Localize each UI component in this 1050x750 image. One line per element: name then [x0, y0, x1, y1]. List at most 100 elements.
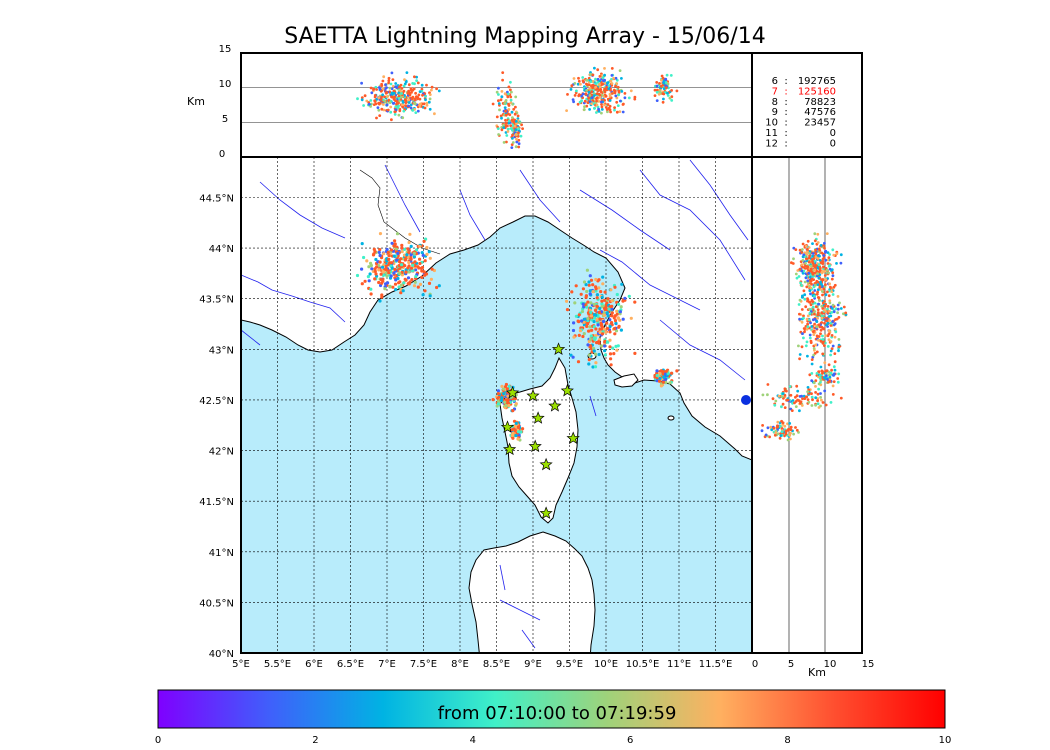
flash-point-altitude [592, 94, 596, 98]
flash-point-altitude [612, 76, 615, 80]
station-star [539, 457, 553, 471]
flash-point-altitude [389, 110, 393, 114]
flash-point-side [832, 310, 836, 314]
flash-point [407, 270, 411, 274]
colorbar-tick-label: 4 [470, 735, 476, 746]
flash-point-altitude [512, 120, 516, 124]
flash-point-side [810, 395, 814, 399]
flash-point [623, 296, 627, 300]
flash-point-side [819, 328, 823, 332]
flash-point-altitude [585, 104, 589, 108]
flash-point-altitude [381, 79, 385, 83]
flash-point [577, 333, 581, 337]
flash-point-side [823, 241, 826, 245]
side-tick-5: 5 [788, 659, 794, 670]
flash-point [379, 278, 383, 282]
flash-point-side [839, 307, 843, 310]
flash-point [576, 360, 581, 364]
flash-point [633, 351, 637, 355]
flash-point [658, 376, 662, 380]
flash-point-side [812, 381, 816, 385]
flash-point-side [818, 299, 821, 302]
flash-point-altitude [407, 101, 411, 104]
flash-point-altitude [597, 100, 601, 103]
flash-point [409, 253, 413, 257]
flash-point [408, 280, 412, 284]
flash-point-side [825, 374, 828, 378]
flash-point-side [800, 284, 803, 287]
flash-point-altitude [385, 103, 389, 107]
flash-point-altitude [415, 75, 418, 79]
flash-point-side [794, 400, 798, 403]
flash-point-side [802, 394, 806, 398]
flash-point-altitude [509, 124, 513, 127]
flash-point-altitude [511, 102, 515, 106]
flash-point-side [798, 357, 801, 361]
flash-point [612, 316, 616, 320]
flash-point-altitude [383, 95, 386, 99]
flash-point-altitude [373, 99, 377, 102]
flash-point [379, 272, 383, 276]
flash-point-altitude [572, 100, 575, 104]
flash-point [395, 232, 400, 236]
flash-point [394, 278, 398, 282]
flash-point-side [828, 375, 832, 379]
flash-point [363, 279, 367, 283]
flash-point [653, 373, 657, 378]
flash-point [612, 352, 616, 356]
flash-point-side [801, 397, 804, 401]
flash-point-side [816, 335, 819, 338]
flash-point [387, 254, 391, 258]
flash-point-altitude [379, 89, 383, 93]
station-count-sep: : [784, 76, 787, 87]
flash-point-altitude [582, 108, 586, 111]
flash-point [619, 328, 624, 332]
flash-point [610, 314, 614, 318]
flash-point-side [831, 271, 835, 275]
flash-point [582, 323, 587, 327]
flash-point [617, 324, 621, 328]
flash-point-altitude [424, 94, 427, 98]
flash-point [616, 316, 620, 320]
flash-point-side [831, 303, 835, 307]
flash-point-altitude [573, 94, 577, 97]
flash-point-side [801, 271, 805, 275]
flash-point-side [831, 320, 834, 323]
flash-point [416, 265, 420, 269]
flash-point-side [832, 380, 836, 383]
flash-point-side [823, 274, 827, 277]
flash-point [428, 294, 432, 298]
flash-point-side [808, 311, 812, 315]
flash-point-altitude [590, 93, 594, 97]
flash-point-altitude [580, 94, 583, 98]
flash-point-side [818, 258, 822, 262]
station-star [548, 399, 562, 412]
flash-point-altitude [600, 103, 603, 106]
flash-point [378, 248, 382, 252]
flash-point [607, 307, 611, 311]
flash-point-altitude [381, 87, 385, 91]
flash-point [369, 287, 373, 291]
flash-point [412, 251, 416, 255]
flash-point-altitude [411, 88, 415, 92]
flash-point-altitude [598, 82, 601, 86]
flash-point-side [815, 350, 819, 354]
station-count-n: 7 [772, 86, 778, 97]
colorbar: from 07:10:00 to 07:19:59 0 2 4 6 8 10 [155, 689, 951, 746]
flash-point-side [830, 347, 834, 351]
flash-point-side [812, 264, 815, 267]
flash-point [381, 269, 385, 273]
flash-point [582, 280, 587, 284]
flash-point-side [819, 392, 822, 395]
flash-point-side [833, 335, 837, 339]
flash-point [420, 251, 424, 255]
flash-point-altitude [598, 96, 602, 99]
flash-point [594, 277, 598, 282]
flash-point-altitude [430, 85, 434, 89]
flash-point-altitude [425, 101, 429, 105]
flash-point [586, 321, 590, 326]
flash-point-altitude [603, 67, 606, 70]
flash-point [500, 396, 504, 400]
flash-point-altitude [406, 92, 410, 95]
